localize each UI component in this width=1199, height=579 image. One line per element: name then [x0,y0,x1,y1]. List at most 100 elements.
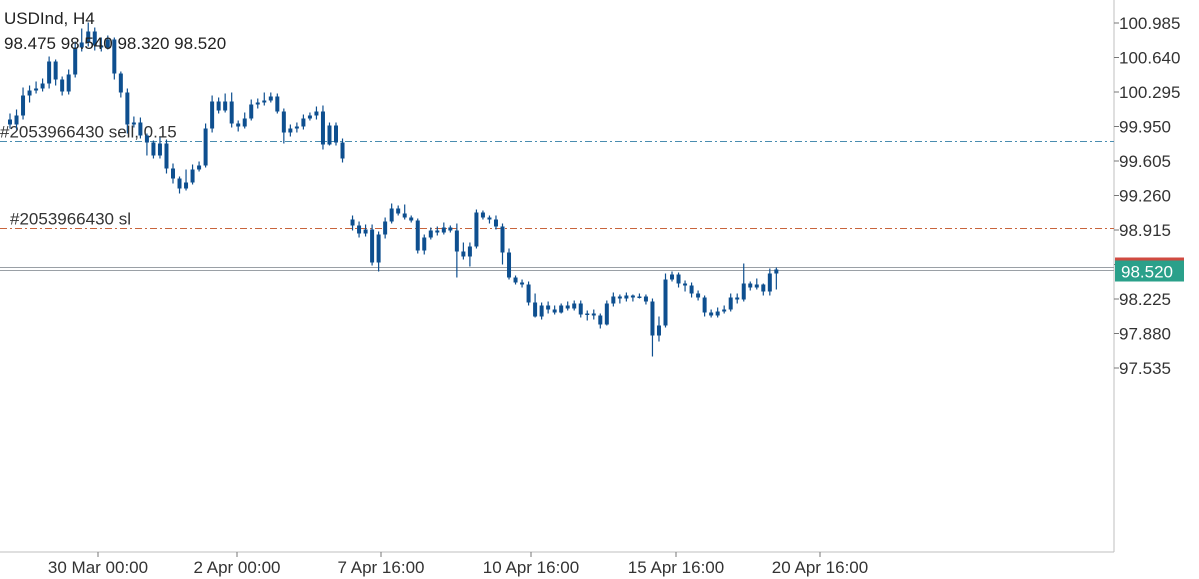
candle-body [722,309,727,312]
candle-body [288,128,293,133]
candle-body [363,229,368,234]
candle-body [767,273,772,292]
candle-body [307,115,312,119]
candle-body [591,313,596,316]
candle-body [539,305,544,317]
candle-body [415,220,420,251]
candle-body [53,61,58,80]
candle-body [650,301,655,336]
candle-body [242,118,247,127]
candle-body [190,169,195,183]
candle-body [99,45,104,48]
candle-body [357,225,362,234]
candle-body [340,142,345,159]
ask-price-tag [1115,257,1184,262]
candle-body [604,303,609,325]
candle-body [255,102,260,105]
candle-body [268,96,273,101]
candle-body [320,111,325,145]
candle-body [171,168,175,179]
candle-body [249,104,254,119]
candle-body [294,126,299,129]
candle-body [177,178,182,189]
candle-body [493,219,498,227]
candle-body [754,284,759,288]
sl-order-label: #2053966430 sl [10,210,131,229]
candle-body [157,143,162,156]
candle-body [761,284,766,292]
candle-body [709,312,714,316]
candle-body [500,226,505,253]
candle-body [617,296,622,299]
candle-body [572,303,577,309]
candle-body [47,61,52,84]
candle-body [507,252,512,278]
candle-body [197,165,202,170]
candle-body [702,297,707,313]
y-tick-label: 97.535 [1119,359,1171,378]
candle-body [21,95,26,116]
candle-body [34,88,39,91]
candle-body [27,90,32,96]
candle-body [184,182,189,189]
candle-body [389,208,394,222]
candle-body [585,313,590,315]
candle-body [598,315,603,325]
candle-body [281,111,286,133]
candle-body [138,122,143,136]
candle-body [370,229,375,263]
candle-body [350,219,355,226]
candle-body [409,217,414,221]
candle-body [663,279,668,326]
candle-body [131,122,136,125]
candle-body [520,282,525,285]
candle-body [86,31,91,43]
candle-body [223,101,228,111]
x-tick-label: 10 Apr 16:00 [483,558,579,577]
candle-body [66,74,71,92]
candle-body [656,325,661,336]
candle-body [151,142,156,156]
y-tick-label: 99.260 [1119,187,1171,206]
candle-body [774,269,779,274]
candle-body [229,101,234,124]
candle-body [422,237,427,251]
candle-body [637,296,642,298]
candle-body [533,302,538,317]
candle-body [262,100,267,103]
candle-body [125,92,130,125]
x-tick-label: 20 Apr 16:00 [772,558,868,577]
candle-body [164,143,169,169]
candle-body [301,118,306,127]
x-tick-label: 15 Apr 16:00 [628,558,724,577]
candle-body [144,135,149,143]
candle-body [552,309,557,313]
candle-body [735,297,740,300]
candle-body [203,128,208,166]
candle-body [578,303,583,315]
candle-body [14,115,19,125]
candle-body [683,283,688,286]
x-tick-label: 7 Apr 16:00 [338,558,425,577]
candle-body [624,295,629,299]
sell-order-label: #2053966430 sell, 0.15 [0,123,177,142]
candle-body [92,31,97,46]
candle-body [467,246,472,257]
candle-body [435,230,440,233]
y-tick-label: 100.985 [1119,14,1180,33]
candle-body [474,212,479,247]
y-tick-label: 100.295 [1119,83,1180,102]
y-tick-label: 99.950 [1119,118,1171,137]
candle-body [210,101,215,129]
x-tick-label: 2 Apr 00:00 [194,558,281,577]
candle-body [376,234,381,263]
candle-body [448,227,453,231]
candle-body [630,295,635,298]
y-tick-label: 98.225 [1119,290,1171,309]
candle-body [314,111,319,116]
candle-body [112,39,117,74]
candle-body [748,283,753,288]
candle-body [327,125,332,145]
candle-body [79,42,84,48]
